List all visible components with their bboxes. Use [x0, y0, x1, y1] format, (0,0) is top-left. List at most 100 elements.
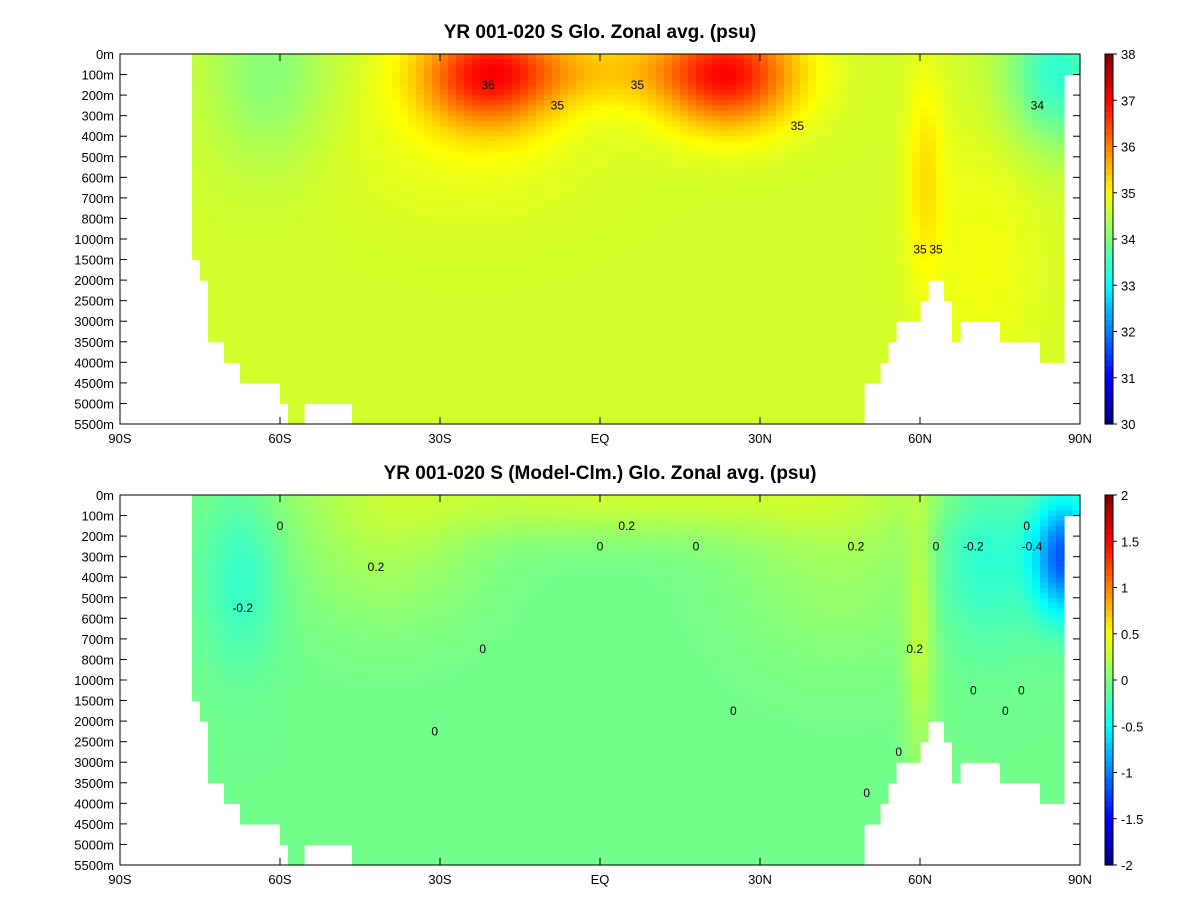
- heatmap-cell: [328, 305, 337, 312]
- heatmap-cell: [528, 203, 537, 209]
- heatmap-cell: [472, 95, 481, 101]
- heatmap-cell: [600, 367, 609, 374]
- heatmap-cell: [448, 382, 457, 389]
- heatmap-cell: [360, 223, 369, 230]
- heatmap-cell: [272, 274, 281, 281]
- heatmap-cell: [472, 233, 481, 240]
- heatmap-cell: [216, 187, 225, 194]
- heatmap-cell: [496, 54, 505, 60]
- heatmap-cell: [392, 197, 401, 204]
- heatmap-cell: [736, 182, 745, 189]
- heatmap-cell: [760, 331, 769, 338]
- heatmap-cell: [384, 161, 393, 168]
- heatmap-cell: [344, 167, 353, 173]
- heatmap-cell: [584, 172, 593, 178]
- heatmap-cell: [376, 131, 385, 137]
- heatmap-cell: [600, 388, 609, 394]
- heatmap-cell: [640, 110, 649, 117]
- heatmap-cell: [552, 59, 561, 65]
- heatmap-cell: [648, 177, 657, 184]
- heatmap-cell: [728, 336, 737, 343]
- heatmap-cell: [512, 352, 521, 358]
- heatmap-cell: [752, 151, 761, 158]
- heatmap-cell: [456, 305, 465, 312]
- heatmap-cell: [568, 377, 577, 384]
- heatmap-cell: [728, 74, 737, 81]
- heatmap-cell: [520, 239, 529, 245]
- heatmap-cell: [536, 331, 545, 338]
- heatmap-cell: [376, 105, 385, 112]
- heatmap-cell: [336, 182, 345, 189]
- heatmap-cell: [504, 331, 513, 338]
- heatmap-cell: [376, 249, 385, 256]
- heatmap-cell: [704, 110, 713, 117]
- heatmap-cell: [456, 203, 465, 209]
- heatmap-cell: [368, 167, 377, 173]
- heatmap-cell: [368, 367, 377, 374]
- heatmap-cell: [408, 372, 417, 379]
- heatmap-cell: [480, 161, 489, 168]
- heatmap-cell: [256, 341, 265, 348]
- heatmap-cell: [440, 398, 449, 405]
- heatmap-cell: [656, 95, 665, 101]
- heatmap-cell: [248, 290, 257, 297]
- heatmap-cell: [648, 79, 657, 86]
- heatmap-cell: [656, 341, 665, 348]
- heatmap-cell: [424, 264, 433, 271]
- heatmap-cell: [408, 418, 417, 425]
- heatmap-cell: [752, 269, 761, 276]
- heatmap-cell: [416, 203, 425, 209]
- heatmap-cell: [448, 331, 457, 338]
- heatmap-cell: [328, 249, 337, 256]
- heatmap-cell: [288, 187, 297, 194]
- heatmap-cell: [312, 120, 321, 127]
- heatmap-cell: [480, 264, 489, 271]
- heatmap-cell: [456, 218, 465, 225]
- heatmap-cell: [256, 239, 265, 245]
- heatmap-cell: [392, 136, 401, 142]
- heatmap-cell: [312, 274, 321, 281]
- heatmap-cell: [704, 146, 713, 153]
- heatmap-cell: [456, 74, 465, 81]
- heatmap-cell: [456, 310, 465, 317]
- heatmap-cell: [344, 156, 353, 163]
- heatmap-cell: [368, 280, 377, 286]
- heatmap-cell: [488, 187, 497, 194]
- heatmap-cell: [400, 367, 409, 374]
- heatmap-cell: [632, 54, 641, 60]
- heatmap-cell: [344, 141, 353, 148]
- heatmap-cell: [232, 239, 241, 245]
- heatmap-cell: [192, 161, 201, 168]
- heatmap-cell: [688, 336, 697, 343]
- heatmap-cell: [632, 393, 641, 399]
- heatmap-cell: [248, 115, 257, 122]
- heatmap-cell: [704, 393, 713, 399]
- heatmap-cell: [728, 125, 737, 132]
- heatmap-cell: [336, 141, 345, 148]
- heatmap-cell: [264, 316, 273, 322]
- heatmap-cell: [424, 388, 433, 394]
- heatmap-cell: [712, 382, 721, 389]
- heatmap-cell: [384, 274, 393, 281]
- heatmap-cell: [472, 331, 481, 338]
- heatmap-cell: [480, 197, 489, 204]
- heatmap-cell: [424, 161, 433, 168]
- heatmap-cell: [400, 357, 409, 363]
- heatmap-cell: [600, 249, 609, 256]
- heatmap-cell: [488, 331, 497, 338]
- heatmap-cell: [648, 290, 657, 297]
- heatmap-cell: [320, 285, 329, 291]
- heatmap-cell: [392, 280, 401, 286]
- heatmap-cell: [408, 362, 417, 369]
- heatmap-cell: [192, 125, 201, 132]
- heatmap-cell: [232, 120, 241, 127]
- heatmap-cell: [240, 213, 249, 220]
- heatmap-cell: [336, 192, 345, 199]
- heatmap-cell: [200, 269, 209, 276]
- heatmap-cell: [280, 125, 289, 132]
- heatmap-cell: [560, 398, 569, 405]
- heatmap-cell: [384, 331, 393, 338]
- heatmap-cell: [608, 167, 617, 173]
- heatmap-cell: [272, 233, 281, 240]
- heatmap-cell: [528, 208, 537, 214]
